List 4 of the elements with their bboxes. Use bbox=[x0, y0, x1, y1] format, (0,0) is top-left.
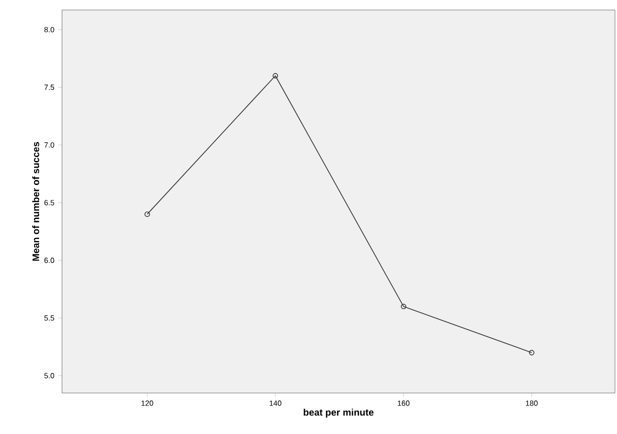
y-axis-title: Mean of number of succes bbox=[32, 142, 40, 261]
x-axis-title: beat per minute bbox=[304, 408, 374, 418]
point bbox=[400, 304, 406, 310]
point bbox=[272, 73, 278, 78]
